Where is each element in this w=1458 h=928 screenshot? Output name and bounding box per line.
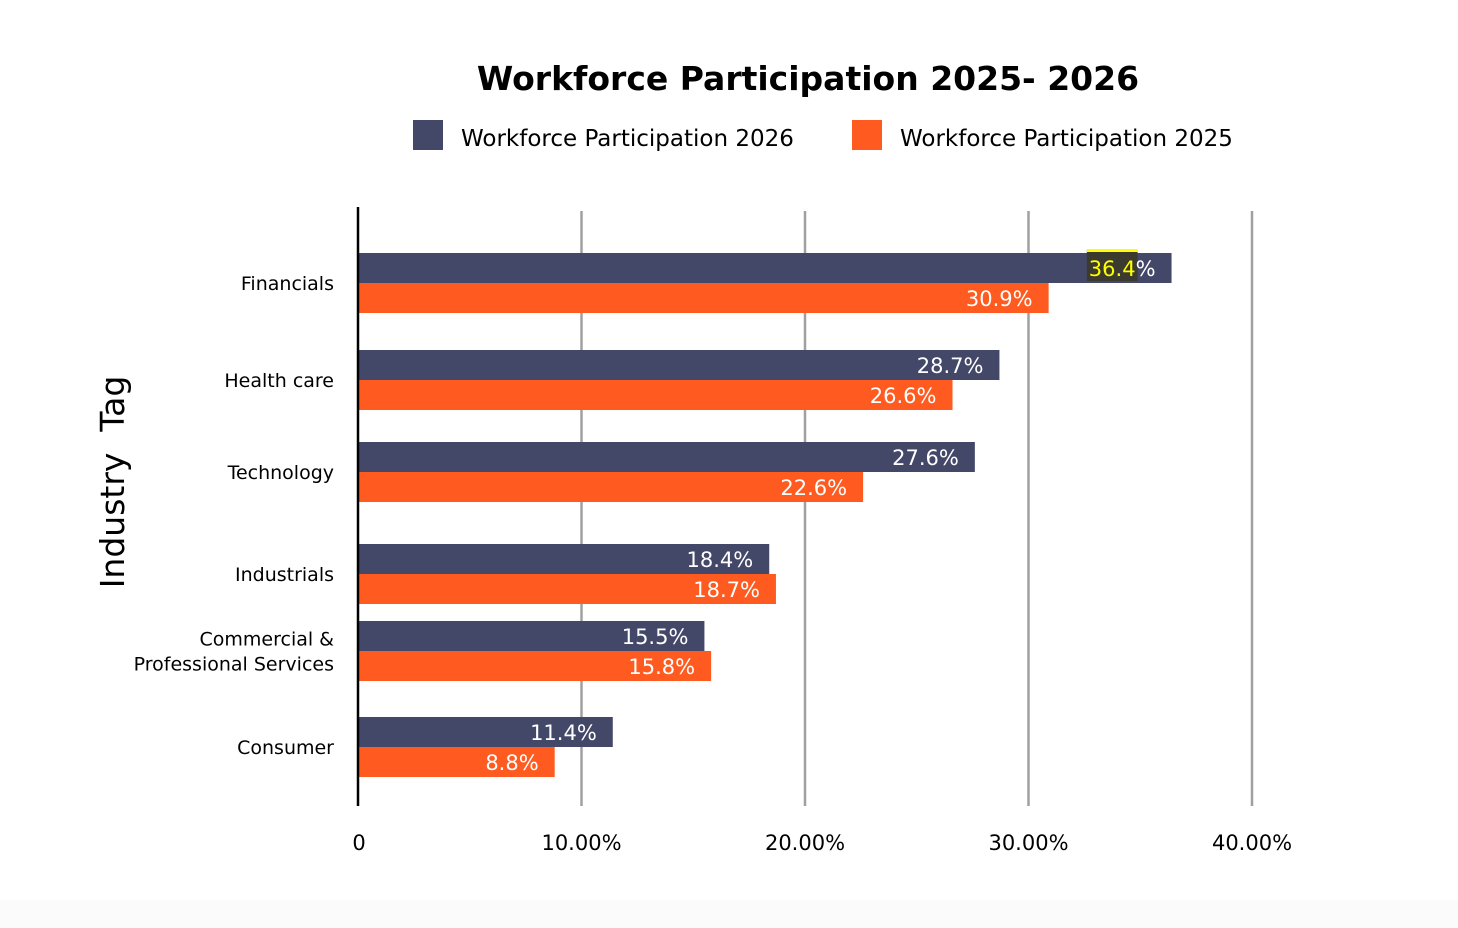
chart-title: Workforce Participation 2025- 2026 <box>477 59 1139 98</box>
bar <box>358 442 975 472</box>
data-label-highlighted: 36.4 <box>1089 257 1136 281</box>
bar <box>358 472 864 502</box>
bar <box>358 380 953 410</box>
data-label: 8.8% <box>485 751 538 775</box>
category-label: Technology <box>227 462 334 484</box>
data-label: 15.5% <box>622 625 689 649</box>
legend-label-2: Workforce Participation 2025 <box>900 126 1233 152</box>
bar <box>358 717 613 747</box>
data-label: 27.6% <box>892 446 959 470</box>
data-label-suffix: % <box>1136 257 1156 281</box>
category-label: Health care <box>224 370 334 392</box>
highlight-underline <box>1086 249 1138 252</box>
category-label: Industrials <box>235 564 334 586</box>
legend-swatch-1 <box>413 120 443 150</box>
x-tick-label: 10.00% <box>541 831 621 855</box>
bar <box>358 350 1000 380</box>
legend-swatch-2 <box>852 120 882 150</box>
data-label: 26.6% <box>870 384 937 408</box>
x-tick-label: 30.00% <box>988 831 1068 855</box>
data-label: 30.9% <box>966 287 1033 311</box>
category-label: Financials <box>241 273 334 295</box>
bar <box>358 283 1049 313</box>
x-tick-label: 20.00% <box>765 831 845 855</box>
data-label: 15.8% <box>628 655 695 679</box>
y-axis-title: Industry Tag <box>93 376 132 589</box>
x-tick-label: 0 <box>352 831 365 855</box>
bar <box>358 544 770 574</box>
legend-label-1: Workforce Participation 2026 <box>461 126 794 152</box>
category-label: Commercial & Professional Services <box>134 629 335 676</box>
bottom-strip <box>0 900 1458 928</box>
bar <box>358 253 1172 283</box>
data-label: 18.4% <box>687 548 754 572</box>
data-label: 18.7% <box>693 578 760 602</box>
x-tick-label: 40.00% <box>1212 831 1292 855</box>
bar <box>358 747 555 777</box>
category-label: Consumer <box>237 737 334 759</box>
bar <box>358 621 705 651</box>
data-label: 28.7% <box>917 354 984 378</box>
legend: Workforce Participation 2026 Workforce Pa… <box>413 120 1233 152</box>
data-label: 11.4% <box>530 721 597 745</box>
data-label: 22.6% <box>780 476 847 500</box>
bar <box>358 651 712 681</box>
bars: %36.4 30.9% Financials 28.7% 26.6% Health car… <box>134 249 1172 777</box>
bar <box>358 574 776 604</box>
highlight-box <box>1086 250 1138 281</box>
